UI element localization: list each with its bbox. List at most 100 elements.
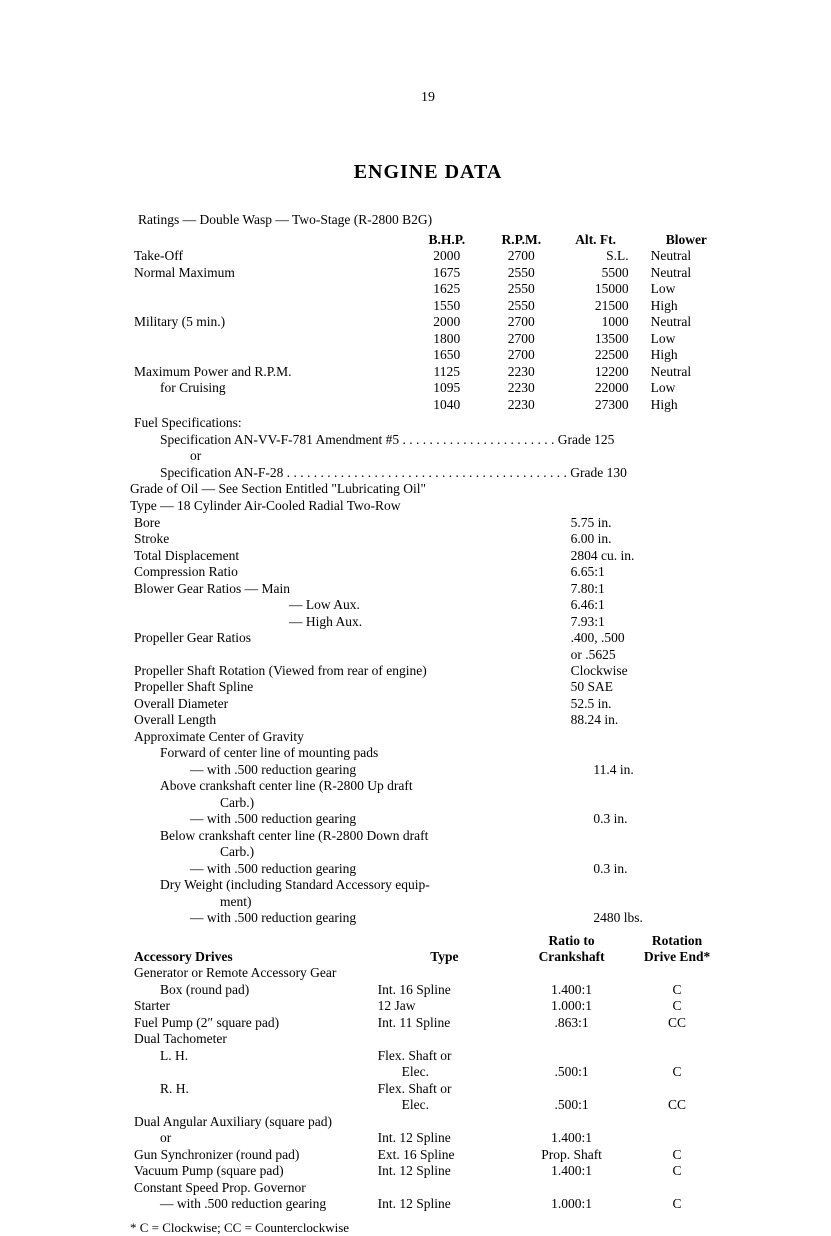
- acc-ratio: [515, 1114, 628, 1130]
- cog-label: Dry Weight (including Standard Accessory…: [130, 877, 589, 893]
- acc-type: [374, 965, 515, 981]
- acc-label: Dual Angular Auxiliary (square pad): [130, 1114, 374, 1130]
- fuel-spec-2: Specification AN-F-28 . . . . . . . . . …: [130, 465, 726, 481]
- ratings-bhp: 1550: [410, 298, 484, 314]
- cog-label: ment): [130, 894, 589, 910]
- ratings-alt: 22500: [559, 347, 647, 363]
- acc-type: Elec.: [374, 1097, 515, 1113]
- cog-value: [589, 894, 726, 910]
- col-rot-2: Drive End*: [628, 949, 726, 965]
- ratings-alt: S.L.: [559, 248, 647, 264]
- spec-value: Clockwise: [567, 663, 726, 679]
- spec-value: 6.46:1: [567, 597, 726, 613]
- acc-rot: CC: [628, 1097, 726, 1113]
- acc-label: [130, 1097, 374, 1113]
- cog-value: [589, 795, 726, 811]
- cog-label: Carb.): [130, 844, 589, 860]
- dots: . . . . . . . . . . . . . . . . . . . . …: [402, 432, 557, 447]
- ratings-rpm: 2700: [484, 331, 559, 347]
- acc-rot: [628, 1114, 726, 1130]
- ratings-row-label: for Cruising: [130, 380, 410, 396]
- acc-type: [374, 1031, 515, 1047]
- acc-type: Int. 16 Spline: [374, 982, 515, 998]
- cog-value: 11.4 in.: [589, 762, 726, 778]
- ratings-bhp: 2000: [410, 314, 484, 330]
- acc-rot: C: [628, 1163, 726, 1179]
- ratings-row-label: [130, 347, 410, 363]
- ratings-row-label: [130, 397, 410, 413]
- cog-value: [589, 877, 726, 893]
- ratings-row-label: Maximum Power and R.P.M.: [130, 364, 410, 380]
- acc-ratio: [515, 965, 628, 981]
- ratings-rpm: 2550: [484, 281, 559, 297]
- acc-ratio: [515, 1031, 628, 1047]
- ratings-rpm: 2230: [484, 380, 559, 396]
- spec-label: Bore: [130, 515, 567, 531]
- ratings-blower: Neutral: [647, 364, 726, 380]
- acc-label: Fuel Pump (2″ square pad): [130, 1015, 374, 1031]
- ratings-bhp: 1095: [410, 380, 484, 396]
- ratings-bhp: 1650: [410, 347, 484, 363]
- page: 19 ENGINE DATA Ratings — Double Wasp — T…: [0, 0, 831, 1200]
- acc-label: Constant Speed Prop. Governor: [130, 1180, 374, 1196]
- cog-value: 2480 lbs.: [589, 910, 726, 926]
- footnote: * C = Clockwise; CC = Counterclockwise: [130, 1220, 726, 1236]
- ratings-rpm: 2230: [484, 397, 559, 413]
- spec-value: 6.00 in.: [567, 531, 726, 547]
- acc-rot: [628, 965, 726, 981]
- ratings-row-label: [130, 298, 410, 314]
- spec-value: 52.5 in.: [567, 696, 726, 712]
- acc-type: [374, 1114, 515, 1130]
- spec-value: 7.80:1: [567, 581, 726, 597]
- ratings-row-label: [130, 331, 410, 347]
- acc-label: R. H.: [130, 1081, 374, 1097]
- ratings-row-label: [130, 281, 410, 297]
- spec-table: Bore5.75 in.Stroke6.00 in.Total Displace…: [130, 515, 726, 746]
- ratings-alt: 21500: [559, 298, 647, 314]
- spec-value: 2804 cu. in.: [567, 548, 726, 564]
- fuel-spec-1-label: Specification AN-VV-F-781 Amendment #5: [160, 432, 399, 447]
- acc-rot: [628, 1180, 726, 1196]
- acc-type: Flex. Shaft or: [374, 1081, 515, 1097]
- acc-rot: C: [628, 1147, 726, 1163]
- type-line: Type — 18 Cylinder Air-Cooled Radial Two…: [130, 498, 726, 515]
- ratings-row-label: Military (5 min.): [130, 314, 410, 330]
- spec-value: 7.93:1: [567, 614, 726, 630]
- fuel-spec-label: Fuel Specifications:: [130, 415, 726, 431]
- fuel-spec-table: Fuel Specifications: Specification AN-VV…: [130, 415, 726, 481]
- page-title: ENGINE DATA: [130, 161, 726, 184]
- col-rot-1: Rotation: [628, 933, 726, 949]
- cog-label: Above crankshaft center line (R-2800 Up …: [130, 778, 589, 794]
- ratings-bhp: 1040: [410, 397, 484, 413]
- fuel-spec-or: or: [130, 448, 726, 464]
- acc-rot: C: [628, 1064, 726, 1080]
- cog-value: 0.3 in.: [589, 811, 726, 827]
- spec-value: .400, .500: [567, 630, 726, 646]
- col-drives: Accessory Drives: [130, 949, 374, 965]
- col-type: Type: [374, 949, 515, 965]
- ratings-alt: 12200: [559, 364, 647, 380]
- ratings-blower: Neutral: [647, 314, 726, 330]
- spec-label: Propeller Gear Ratios: [130, 630, 567, 646]
- spec-value: 88.24 in.: [567, 712, 726, 728]
- cog-label: Below crankshaft center line (R-2800 Dow…: [130, 828, 589, 844]
- spec-value: 5.75 in.: [567, 515, 726, 531]
- acc-type: Int. 12 Spline: [374, 1130, 515, 1146]
- ratings-rpm: 2230: [484, 364, 559, 380]
- acc-rot: [628, 1048, 726, 1064]
- ratings-blower: Low: [647, 281, 726, 297]
- acc-rot: CC: [628, 1015, 726, 1031]
- acc-ratio: [515, 1048, 628, 1064]
- acc-rot: [628, 1130, 726, 1146]
- ratings-rpm: 2700: [484, 314, 559, 330]
- acc-rot: [628, 1081, 726, 1097]
- acc-ratio: 1.400:1: [515, 1163, 628, 1179]
- spec-label: — Low Aux.: [130, 597, 567, 613]
- spec-label: Overall Diameter: [130, 696, 567, 712]
- acc-type: [374, 1180, 515, 1196]
- acc-ratio: [515, 1081, 628, 1097]
- ratings-alt: 27300: [559, 397, 647, 413]
- ratings-table: B.H.P. R.P.M. Alt. Ft. Blower Take-Off20…: [130, 232, 726, 413]
- ratings-row-label: Normal Maximum: [130, 265, 410, 281]
- cog-label: — with .500 reduction gearing: [130, 811, 589, 827]
